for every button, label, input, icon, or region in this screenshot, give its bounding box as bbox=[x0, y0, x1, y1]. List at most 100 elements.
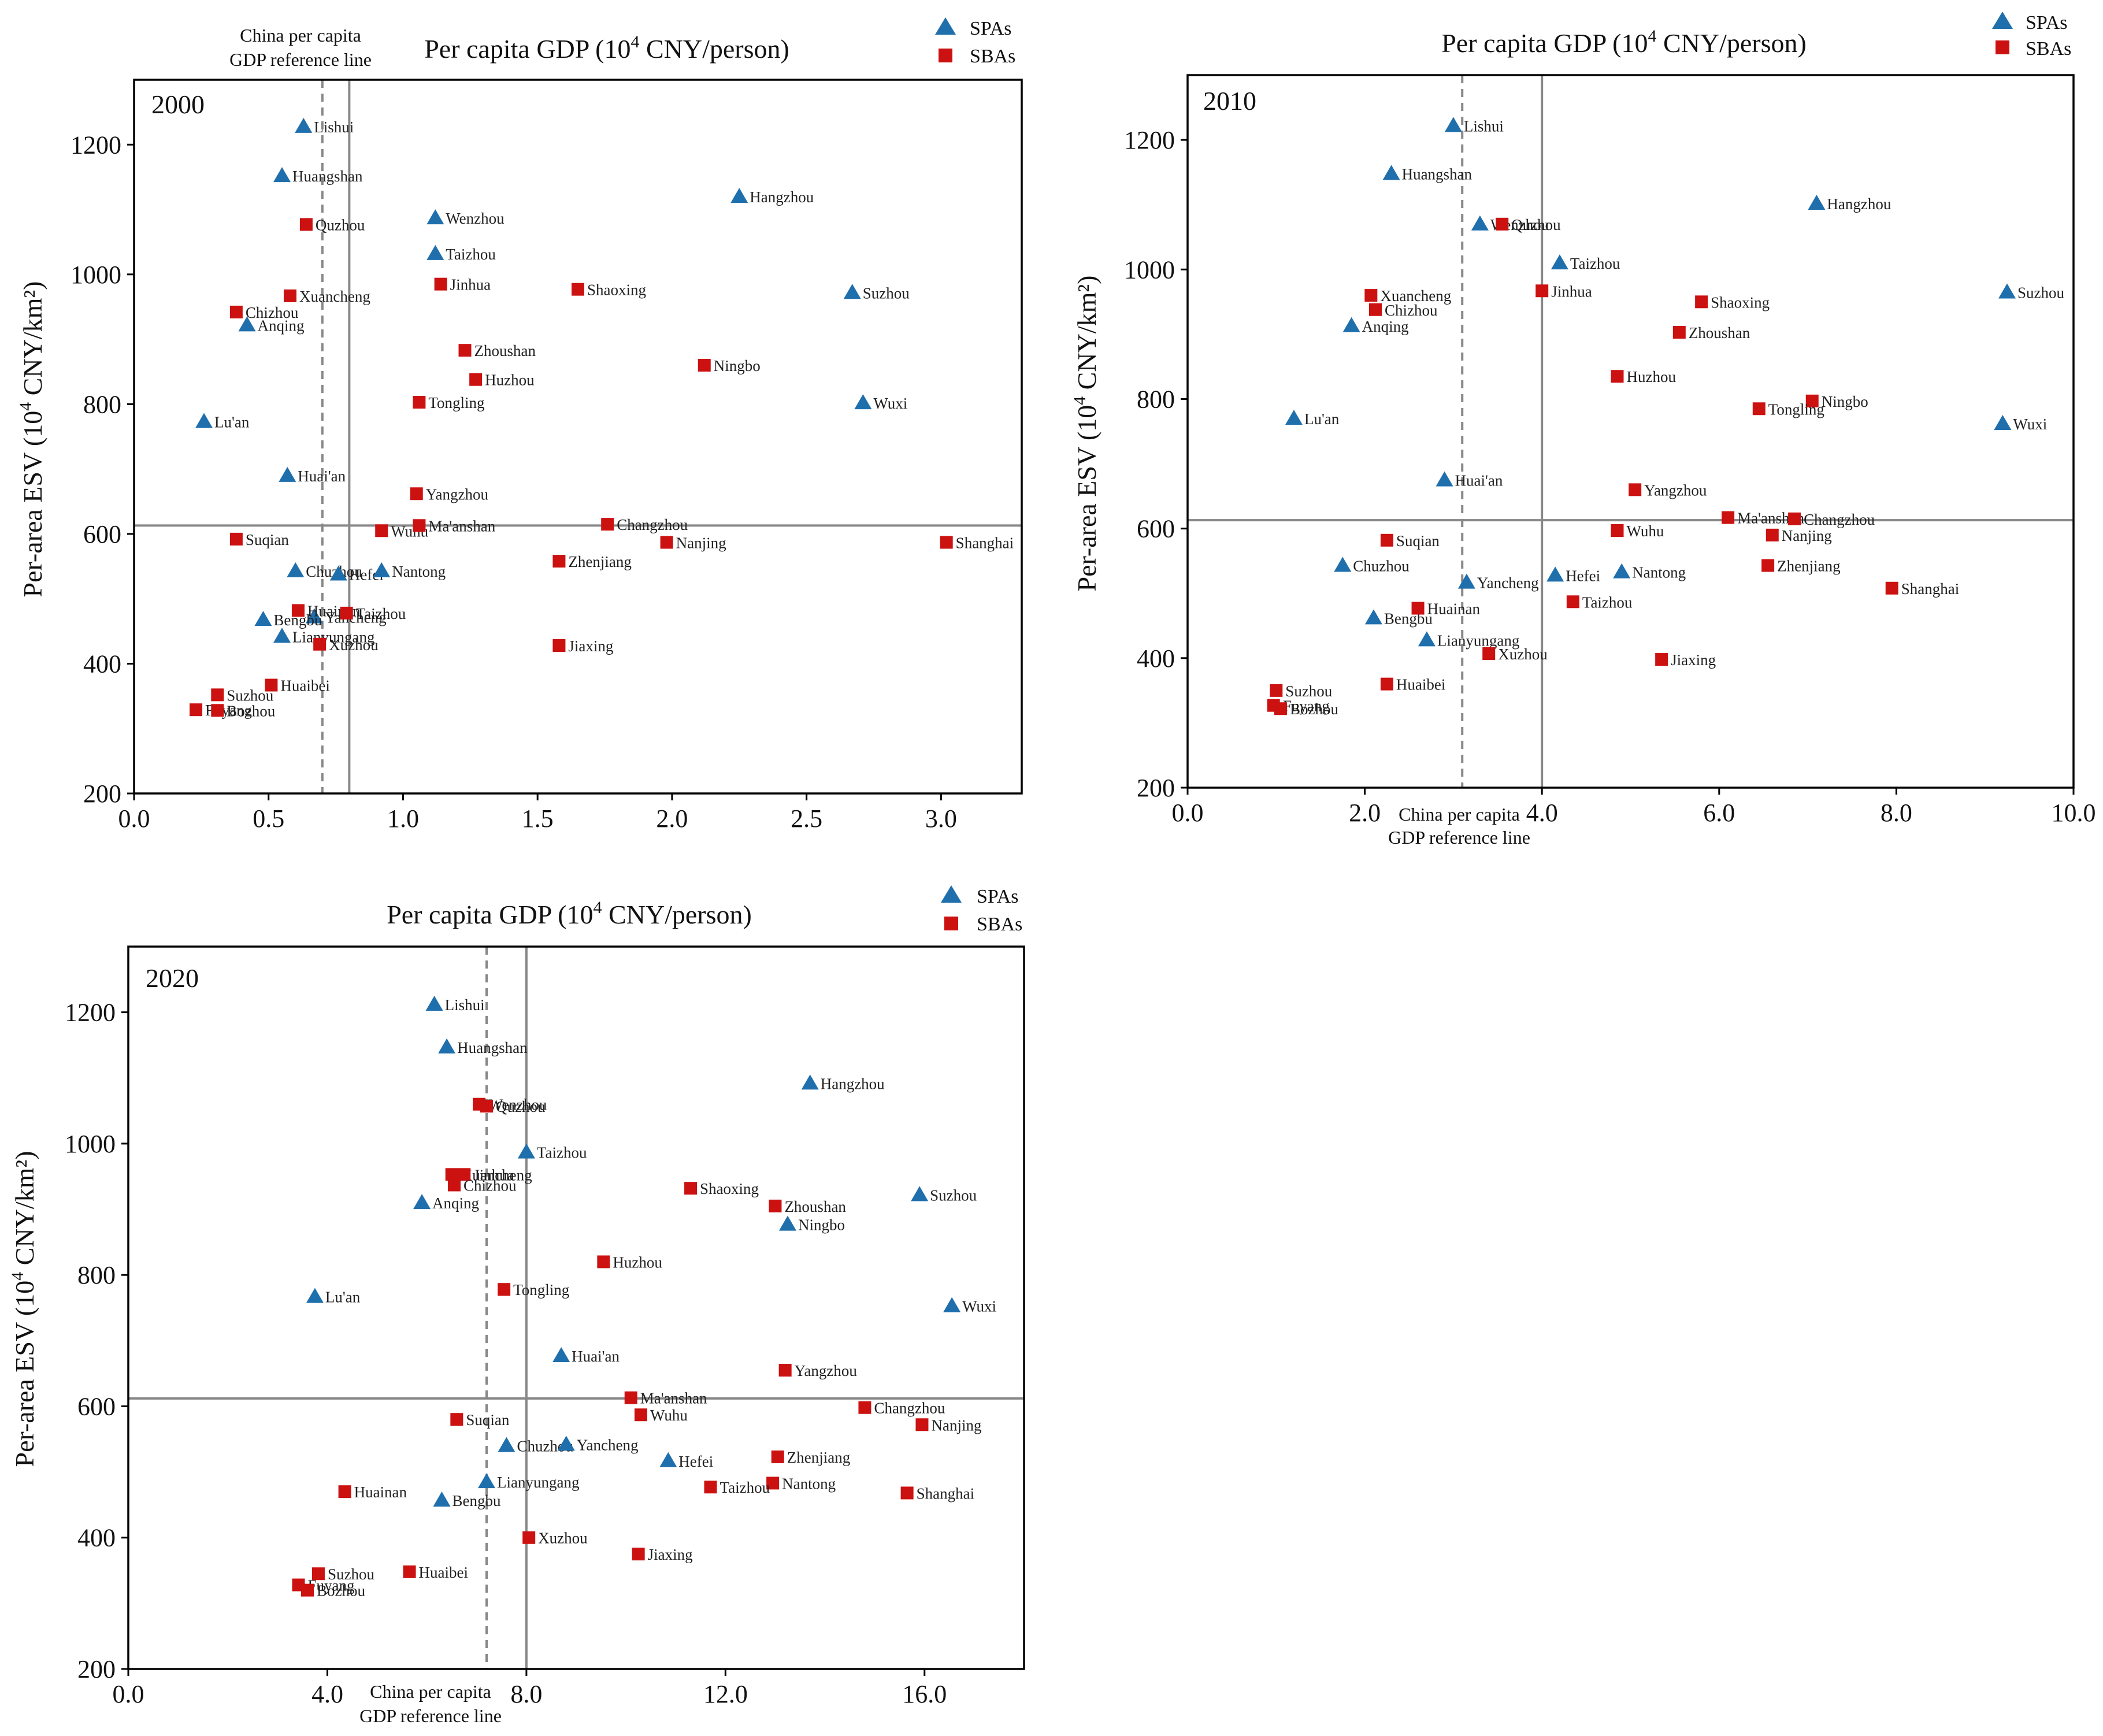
panel-2010-sba-label: Shaoxing bbox=[1711, 294, 1770, 311]
panel-2020-spa-label: Yancheng bbox=[577, 1436, 639, 1453]
panel-2020-spa-point bbox=[943, 1297, 961, 1312]
panel-2000-spa-point bbox=[373, 562, 391, 577]
panel-2010-sba-label: Huaibei bbox=[1396, 676, 1445, 693]
panel-2000-sba-label: Shanghai bbox=[956, 535, 1014, 552]
panel-2000-sba-label: Xuzhou bbox=[329, 636, 379, 654]
panel-2010-spa-point bbox=[1546, 566, 1564, 582]
panel-2020-spa-label: Hefei bbox=[678, 1453, 713, 1470]
panel-2020-spa-point bbox=[478, 1473, 495, 1489]
panel-2020-sba-label: Ma'anshan bbox=[640, 1390, 707, 1407]
panel-2000-y-tick-label: 1200 bbox=[71, 131, 121, 159]
panel-2020-spa-point bbox=[413, 1194, 431, 1210]
panel-2010-plot-frame bbox=[1186, 74, 2075, 789]
panel-2010-spa-label: Lishui bbox=[1464, 117, 1504, 135]
panel-2000-sba-label: Xuancheng bbox=[299, 288, 370, 305]
panel-2010-sba-point bbox=[1805, 394, 1819, 407]
panel-2000-x-axis-title: Per capita GDP (104 CNY/person) bbox=[424, 32, 789, 64]
panel-2020-sba-point bbox=[522, 1531, 536, 1544]
panel-2000-sba-label: Tongling bbox=[428, 394, 484, 411]
panel-2000-year-label: 2000 bbox=[151, 90, 205, 119]
panel-2020-spa-point bbox=[498, 1437, 515, 1452]
panel-2020-sba-label: Huzhou bbox=[613, 1253, 662, 1271]
panel-2000-sba-point bbox=[660, 536, 673, 549]
panel-2000-sba-point bbox=[229, 305, 243, 318]
panel-2020-sba-label: Bozhou bbox=[317, 1582, 365, 1600]
panel-2020-y-tick-label: 1000 bbox=[65, 1130, 116, 1158]
panel-2000-sba-point bbox=[458, 344, 472, 357]
panel-2000-spa-point bbox=[329, 565, 347, 581]
panel-2000-spa-point bbox=[295, 117, 313, 133]
panel-2020-spa-point bbox=[552, 1346, 570, 1362]
panel-2020-spa-point bbox=[557, 1435, 575, 1451]
panel-2020-legend-sba-label: SBAs bbox=[977, 914, 1022, 935]
panel-2010-spa-label: Lianyungang bbox=[1437, 632, 1519, 649]
panel-2010-spa-point bbox=[1994, 415, 2012, 431]
panel-2010-legend-sba-marker bbox=[1996, 40, 2009, 54]
panel-2010-sba-point bbox=[1722, 511, 1735, 524]
panel-2020-plot-frame bbox=[127, 945, 1025, 1670]
panel-2020-sba-label: Zhenjiang bbox=[787, 1449, 850, 1466]
panel-2000-y-tick-label: 1000 bbox=[71, 261, 121, 289]
panel-2020-spa-point bbox=[517, 1143, 535, 1159]
panel-2000-spa-point bbox=[195, 413, 213, 428]
panel-2000-spa-label: Lishui bbox=[314, 118, 354, 136]
panel-2000-spa-point bbox=[273, 628, 291, 643]
panel-2010-sba-point bbox=[1752, 402, 1766, 416]
panel-2020-sba-label: Yangzhou bbox=[795, 1362, 858, 1379]
panel-2010-sba-point bbox=[1496, 217, 1509, 231]
panel-2010-spa-label: Taizhou bbox=[1570, 255, 1620, 272]
panel-2010-sba-point bbox=[1611, 370, 1624, 383]
panel-2020-year-label: 2020 bbox=[146, 963, 199, 993]
panel-2020-marks: Lishui Huangshan Hangzhou Taizhou Suzhou Anqi… bbox=[292, 996, 996, 1600]
panel-2010-spa-label: Hefei bbox=[1566, 567, 1600, 584]
panel-2000-spa-label: Nantong bbox=[392, 563, 446, 580]
panel-2000-sba-point bbox=[413, 519, 426, 532]
panel-2020-y-ticks: 200 400 600 800 1000 1200 bbox=[65, 999, 128, 1683]
panel-2020-spa-label: Taizhou bbox=[537, 1144, 587, 1162]
panel-2020: Lishui Huangshan Hangzhou Taizhou Suzhou Anqi… bbox=[8, 885, 1025, 1726]
panel-2000: Lishui Huangshan Hangzhou Wenzhou Taizhou Suz… bbox=[16, 17, 1023, 833]
panel-2000-y-tick-label: 400 bbox=[83, 650, 121, 678]
panel-2020-x-tick-label: 0.0 bbox=[113, 1680, 144, 1708]
panel-2000-spa-point bbox=[730, 188, 748, 203]
panel-2020-spa-point bbox=[433, 1491, 451, 1507]
panel-2020-spa-point bbox=[911, 1186, 929, 1201]
panel-2000-spa-point bbox=[273, 167, 291, 183]
panel-2010-sba-label: Bozhou bbox=[1290, 700, 1338, 718]
panel-2010-sba-point bbox=[1274, 702, 1287, 715]
panel-2000-sba-label: Jinhua bbox=[450, 276, 491, 294]
panel-2000-sba-point bbox=[313, 637, 327, 651]
panel-2010-sba-label: Fuyang bbox=[1283, 698, 1330, 715]
panel-2010-x-tick-label: 2.0 bbox=[1349, 799, 1381, 827]
panel-2000-sba-label: Zhoushan bbox=[474, 342, 536, 359]
panel-2010-legend-spa-marker bbox=[1992, 12, 2013, 29]
panel-2000-sba-label: Bozhou bbox=[227, 702, 275, 719]
panel-2000-spa-label: Lu'an bbox=[214, 414, 250, 431]
panel-2010-sba-label: Tongling bbox=[1768, 400, 1824, 418]
panel-2000-x-tick-label: 3.0 bbox=[925, 804, 957, 833]
panel-2020-sba-label: Tongling bbox=[513, 1281, 569, 1299]
panel-2000-sba-point bbox=[698, 359, 711, 372]
panel-2020-sba-label: Jiaxing bbox=[648, 1546, 693, 1563]
panel-2020-sba-label: Chizhou bbox=[463, 1177, 517, 1195]
panel-2000-sba-point bbox=[190, 703, 203, 717]
panel-2000-sba-label: Suqian bbox=[246, 531, 290, 548]
panel-2020-sba-point bbox=[445, 1168, 458, 1181]
panel-2010-spa-point bbox=[1444, 117, 1462, 132]
panel-2020-sba-label: Changzhou bbox=[874, 1400, 945, 1417]
panel-2000-spa-label: Lianyungang bbox=[292, 628, 374, 646]
panel-2010-sba-label: Shanghai bbox=[1901, 580, 1960, 598]
panel-2010-spa-label: Anqing bbox=[1362, 318, 1409, 335]
panel-2010-spa-point bbox=[1613, 563, 1631, 578]
panel-2020-sba-label: Nantong bbox=[782, 1475, 836, 1492]
panel-2020-spa-point bbox=[425, 996, 443, 1011]
panel-2010-sba-point bbox=[1566, 595, 1579, 609]
panel-2010-spa-label: Huai'an bbox=[1455, 472, 1503, 489]
panel-2010-sba-label: Taizhou bbox=[1582, 593, 1633, 611]
panel-2000-sba-label: Ma'anshan bbox=[428, 517, 495, 535]
panel-2020-sba-label: Shanghai bbox=[917, 1485, 975, 1502]
panel-2000-ref-label-line2: GDP reference line bbox=[229, 49, 372, 70]
panel-2010-spa-label: Chuzhou bbox=[1353, 558, 1410, 575]
panel-2020-sba-point bbox=[634, 1408, 647, 1422]
panel-2020-sba-label: Xuancheng bbox=[461, 1166, 532, 1184]
